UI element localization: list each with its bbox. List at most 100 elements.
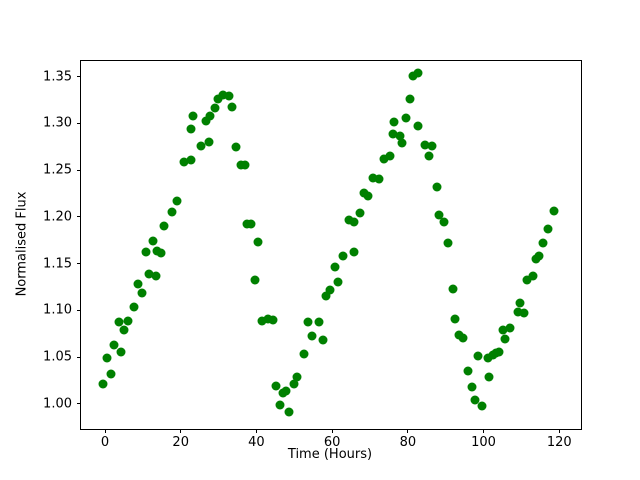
- data-point: [137, 288, 147, 298]
- data-point: [240, 160, 250, 170]
- data-point: [133, 279, 143, 289]
- data-point: [227, 102, 237, 112]
- x-tick-label: 100: [471, 435, 496, 450]
- data-point: [349, 247, 359, 257]
- data-point: [250, 275, 260, 285]
- x-tick-mark: [483, 429, 485, 433]
- data-point: [505, 323, 515, 333]
- data-point: [498, 325, 508, 335]
- data-point: [299, 349, 309, 359]
- y-tick-mark: [77, 216, 81, 218]
- data-point: [284, 407, 294, 417]
- data-point: [420, 140, 430, 150]
- data-point: [119, 325, 129, 335]
- y-tick-label: 1.30: [43, 115, 72, 131]
- y-tick-label: 1.25: [43, 162, 72, 178]
- data-point: [148, 236, 158, 246]
- data-point: [397, 138, 407, 148]
- data-point: [186, 124, 196, 134]
- y-tick-mark: [77, 169, 81, 171]
- data-point: [494, 347, 504, 357]
- x-tick-mark: [180, 429, 182, 433]
- data-point: [246, 219, 256, 229]
- x-tick-label: 80: [399, 435, 417, 450]
- y-axis-label: Normalised Flux: [14, 191, 30, 297]
- x-axis-label: Time (Hours): [287, 447, 373, 462]
- data-point: [231, 142, 241, 152]
- y-tick-label: 1.35: [43, 69, 72, 85]
- data-point: [186, 155, 196, 165]
- data-point: [432, 182, 442, 192]
- data-point: [515, 298, 525, 308]
- data-point: [458, 333, 468, 343]
- data-point: [427, 141, 437, 151]
- data-point: [363, 191, 373, 201]
- data-point: [257, 316, 267, 326]
- data-point: [528, 271, 538, 281]
- data-point: [325, 285, 335, 295]
- data-point: [188, 111, 198, 121]
- data-point: [141, 247, 151, 257]
- x-tick-mark: [331, 429, 333, 433]
- data-point: [159, 221, 169, 231]
- data-point: [519, 308, 529, 318]
- plot-area: 0 20 40 60 80 100 120 1.00 1.05 1.10 1.15 1.20 1.25 1…: [43, 60, 582, 450]
- data-point: [172, 196, 182, 206]
- data-point: [374, 174, 384, 184]
- data-point: [307, 331, 317, 341]
- data-point: [439, 217, 449, 227]
- data-point: [292, 372, 302, 382]
- data-point: [448, 284, 458, 294]
- y-tick-mark: [77, 76, 81, 78]
- x-tick-mark: [255, 429, 257, 433]
- data-point: [179, 157, 189, 167]
- data-point: [467, 382, 477, 392]
- y-tick-mark: [77, 403, 81, 405]
- y-tick-label: 1.05: [43, 349, 72, 365]
- data-point: [388, 129, 398, 139]
- data-point: [333, 277, 343, 287]
- x-tick-label: 40: [248, 435, 265, 450]
- data-point: [289, 379, 299, 389]
- data-point: [123, 316, 133, 326]
- data-point: [454, 330, 464, 340]
- data-point: [434, 210, 444, 220]
- data-point: [401, 113, 411, 123]
- x-tick-label: 120: [546, 435, 572, 450]
- data-point: [151, 271, 161, 281]
- x-tick-label: 0: [100, 435, 110, 450]
- data-point: [379, 154, 389, 164]
- data-point: [338, 251, 348, 261]
- data-point: [513, 307, 523, 317]
- y-tick-mark: [77, 309, 81, 311]
- data-point: [102, 353, 112, 363]
- data-point: [344, 215, 354, 225]
- y-tick-mark: [77, 263, 81, 265]
- x-tick-label: 60: [323, 435, 341, 450]
- data-point: [253, 237, 263, 247]
- data-point: [268, 315, 278, 325]
- data-point: [314, 317, 324, 327]
- data-point: [522, 275, 532, 285]
- data-point: [463, 366, 473, 376]
- x-tick-mark: [558, 429, 560, 433]
- x-tick-mark: [104, 429, 106, 433]
- data-point: [424, 151, 434, 161]
- data-point: [473, 351, 482, 361]
- data-point: [405, 94, 415, 104]
- data-point: [543, 224, 553, 234]
- data-point: [538, 238, 548, 248]
- data-point: [167, 207, 177, 217]
- data-point: [389, 117, 399, 127]
- y-tick-mark: [77, 122, 81, 124]
- data-point: [213, 94, 223, 104]
- data-point: [144, 269, 154, 279]
- data-point: [413, 68, 423, 78]
- data-point: [210, 103, 220, 113]
- data-point: [470, 395, 480, 405]
- y-tick-label: 1.00: [43, 396, 72, 412]
- data-point: [109, 340, 119, 350]
- data-point: [549, 206, 559, 216]
- data-point: [413, 121, 423, 131]
